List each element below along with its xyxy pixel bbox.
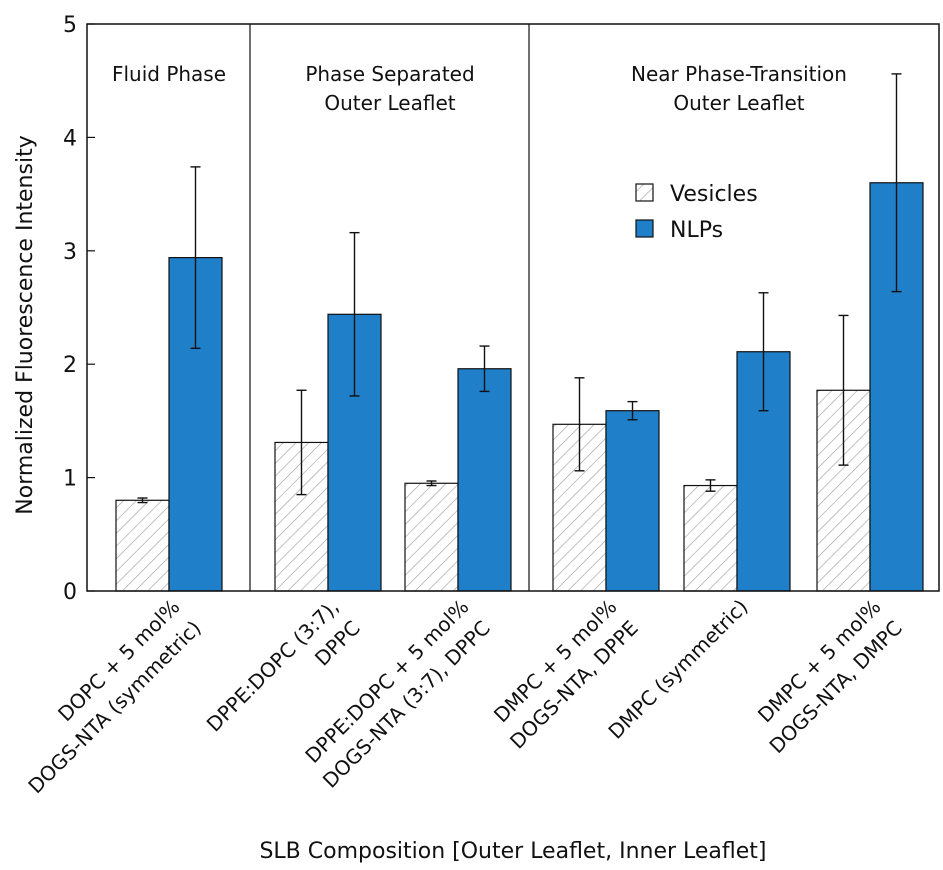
y-tick-label: 0 xyxy=(63,580,77,605)
bars xyxy=(115,182,924,592)
legend: Vesicles NLPs xyxy=(635,182,758,243)
x-tick-label: DMPC + 5 mol%DOGS-NTA, DMPC xyxy=(743,595,907,759)
y-tick-label: 1 xyxy=(63,467,77,492)
bar-nlps-3 xyxy=(457,368,512,592)
group-label: Outer Leaflet xyxy=(324,91,455,115)
group-label: Phase Separated xyxy=(305,62,474,86)
legend-label: Vesicles xyxy=(670,182,758,207)
group-dividers xyxy=(249,24,530,591)
plot-frame xyxy=(86,23,940,592)
y-axis-label: Normalized Fluorescence Intensity xyxy=(13,135,38,514)
x-axis-label: SLB Composition [Outer Leaflet, Inner Le… xyxy=(259,839,766,864)
y-tick-label: 4 xyxy=(63,126,77,151)
y-tick-label: 3 xyxy=(63,240,77,265)
error-bars xyxy=(137,73,902,504)
x-tick-label: DOPC + 5 mol%DOGS-NTA (symmetric) xyxy=(2,595,206,799)
y-tick-label: 5 xyxy=(63,13,77,38)
bar-vesicles-1 xyxy=(115,499,170,592)
bar-vesicles-5 xyxy=(683,484,738,592)
legend-swatch-vesicles xyxy=(635,183,654,202)
bar-nlps-4 xyxy=(605,410,660,592)
group-label: Near Phase-Transition xyxy=(631,62,847,86)
legend-label: NLPs xyxy=(670,218,723,243)
x-tick-label-line: DOGS-NTA (symmetric) xyxy=(23,616,205,798)
group-label: Outer Leaflet xyxy=(673,91,804,115)
group-labels: Fluid Phase Phase Separated Outer Leaflet N… xyxy=(112,62,847,115)
x-axis-tick-labels: DOPC + 5 mol%DOGS-NTA (symmetric)DPPE:DO… xyxy=(2,595,907,799)
y-axis: 0 1 2 3 4 5 xyxy=(63,13,95,605)
y-tick-label: 2 xyxy=(63,353,77,378)
legend-swatch-nlps xyxy=(635,219,654,238)
group-label: Fluid Phase xyxy=(112,62,226,86)
bar-vesicles-3 xyxy=(404,482,459,592)
